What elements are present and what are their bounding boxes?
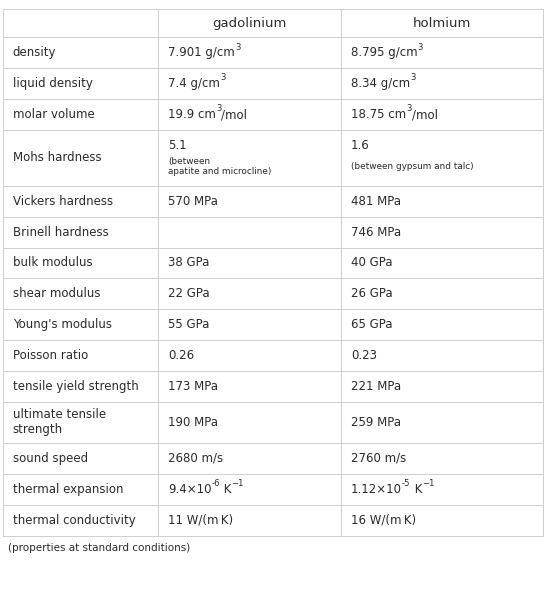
Text: K: K (220, 483, 232, 496)
Text: 3: 3 (410, 73, 416, 83)
Text: sound speed: sound speed (13, 452, 88, 465)
Text: shear modulus: shear modulus (13, 287, 100, 300)
Text: 0.26: 0.26 (168, 349, 194, 362)
Text: thermal expansion: thermal expansion (13, 483, 123, 496)
Text: Young's modulus: Young's modulus (13, 318, 111, 331)
Text: 0.23: 0.23 (351, 349, 377, 362)
Text: 7.901 g/cm: 7.901 g/cm (168, 46, 235, 60)
Text: Mohs hardness: Mohs hardness (13, 152, 101, 164)
Text: 3: 3 (406, 104, 412, 114)
Text: /mol: /mol (222, 108, 247, 121)
Text: 40 GPa: 40 GPa (351, 256, 393, 270)
Text: molar volume: molar volume (13, 108, 94, 121)
Text: Vickers hardness: Vickers hardness (13, 195, 112, 208)
Text: 2680 m/s: 2680 m/s (168, 452, 223, 465)
Text: 8.795 g/cm: 8.795 g/cm (351, 46, 418, 60)
Text: 3: 3 (216, 104, 222, 114)
Text: 570 MPa: 570 MPa (168, 195, 218, 208)
Text: 26 GPa: 26 GPa (351, 287, 393, 300)
Text: 11 W/(m K): 11 W/(m K) (168, 513, 233, 527)
Text: 3: 3 (220, 73, 225, 83)
Text: 1.6: 1.6 (351, 139, 370, 152)
Text: 746 MPa: 746 MPa (351, 226, 401, 239)
Text: /mol: /mol (412, 108, 437, 121)
Text: 3: 3 (235, 42, 240, 52)
Text: 16 W/(m K): 16 W/(m K) (351, 513, 416, 527)
Text: 22 GPa: 22 GPa (168, 287, 210, 300)
Text: 190 MPa: 190 MPa (168, 416, 218, 429)
Text: 2760 m/s: 2760 m/s (351, 452, 406, 465)
Text: ultimate tensile
strength: ultimate tensile strength (13, 408, 106, 437)
Text: 9.4×10: 9.4×10 (168, 483, 212, 496)
Text: 55 GPa: 55 GPa (168, 318, 210, 331)
Text: holmium: holmium (413, 17, 471, 30)
Text: gadolinium: gadolinium (212, 17, 287, 30)
Text: 5.1: 5.1 (168, 139, 187, 152)
Text: 7.4 g/cm: 7.4 g/cm (168, 77, 220, 90)
Text: 18.75 cm: 18.75 cm (351, 108, 406, 121)
Text: 259 MPa: 259 MPa (351, 416, 401, 429)
Text: -5: -5 (402, 478, 411, 488)
Text: Brinell hardness: Brinell hardness (13, 226, 108, 239)
Text: 221 MPa: 221 MPa (351, 380, 401, 393)
Text: 8.34 g/cm: 8.34 g/cm (351, 77, 410, 90)
Text: 38 GPa: 38 GPa (168, 256, 210, 270)
Text: 173 MPa: 173 MPa (168, 380, 218, 393)
Text: 19.9 cm: 19.9 cm (168, 108, 216, 121)
Text: (between
apatite and microcline): (between apatite and microcline) (168, 156, 271, 176)
Text: 3: 3 (418, 42, 423, 52)
Text: 1.12×10: 1.12×10 (351, 483, 402, 496)
Text: 65 GPa: 65 GPa (351, 318, 393, 331)
Text: -6: -6 (212, 478, 220, 488)
Text: tensile yield strength: tensile yield strength (13, 380, 138, 393)
Text: −1: −1 (232, 478, 244, 488)
Text: K: K (411, 483, 422, 496)
Text: liquid density: liquid density (13, 77, 92, 90)
Text: −1: −1 (422, 478, 435, 488)
Text: (between gypsum and talc): (between gypsum and talc) (351, 162, 474, 171)
Text: 481 MPa: 481 MPa (351, 195, 401, 208)
Text: thermal conductivity: thermal conductivity (13, 513, 135, 527)
Text: bulk modulus: bulk modulus (13, 256, 92, 270)
Text: (properties at standard conditions): (properties at standard conditions) (8, 543, 190, 553)
Text: Poisson ratio: Poisson ratio (13, 349, 88, 362)
Text: density: density (13, 46, 56, 60)
